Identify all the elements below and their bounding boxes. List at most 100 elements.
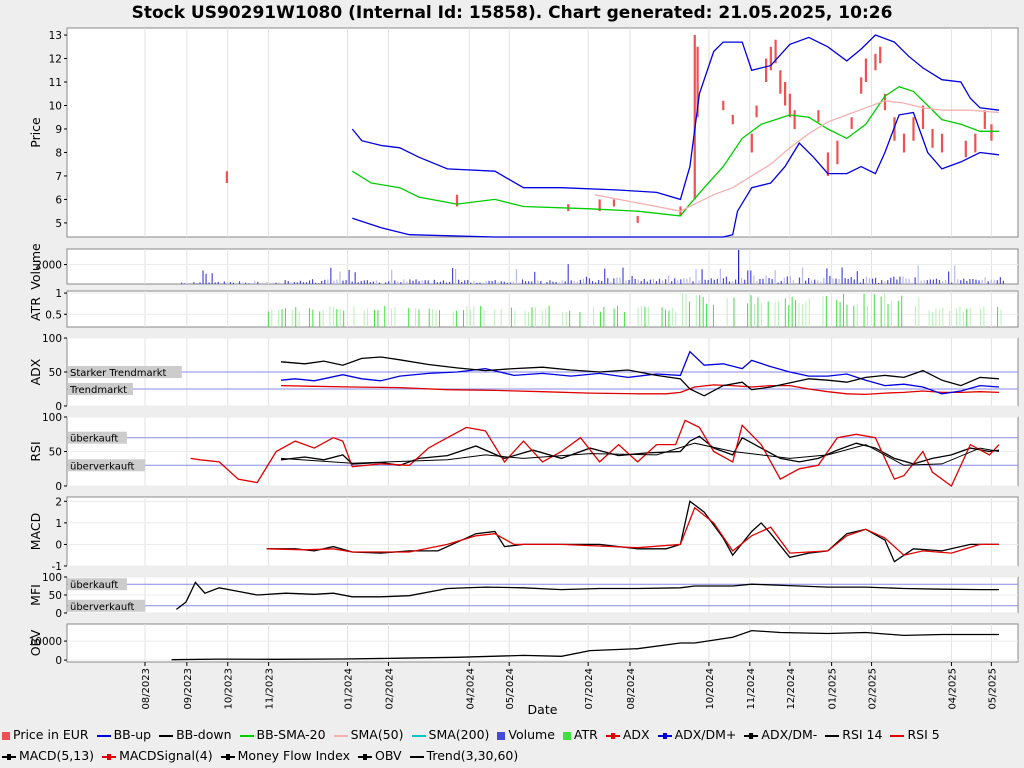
volume-bar <box>658 278 661 284</box>
atr-bar <box>901 295 903 327</box>
volume-bar <box>461 282 463 284</box>
x-tick-label: 04/2024 <box>465 668 476 710</box>
volume-bar <box>430 282 432 284</box>
volume-bar <box>774 270 776 284</box>
legend-item: ATR <box>562 724 598 745</box>
volume-bar <box>281 283 283 284</box>
atr-bar <box>363 310 365 327</box>
volume-bar <box>421 280 423 284</box>
y-tick-label: 50 <box>49 590 62 602</box>
legend-label: OBV <box>374 748 402 763</box>
x-tick-label: 12/2024 <box>786 668 797 710</box>
y-tick-label: 10000 <box>29 636 62 648</box>
price-candle <box>902 133 906 153</box>
x-tick-label: 11/2023 <box>265 668 276 710</box>
volume-bar <box>948 271 950 284</box>
price-candle <box>636 215 639 223</box>
volume-bar <box>588 278 591 284</box>
price-candle <box>864 58 868 83</box>
volume-bar <box>884 281 886 284</box>
atr-bar <box>801 304 803 327</box>
atr-bar <box>271 309 273 327</box>
y-tick-label: 10 <box>49 100 62 112</box>
series-line-bb-sma-20 <box>351 85 999 217</box>
atr-bar <box>466 306 468 327</box>
volume-bar <box>878 282 880 284</box>
volume-bar <box>844 278 846 284</box>
volume-bar <box>902 276 904 284</box>
atr-bar <box>394 307 396 327</box>
legend-label: BB-SMA-20 <box>256 727 326 742</box>
legend-item: RSI 5 <box>890 724 940 745</box>
volume-bar <box>637 279 639 284</box>
price-candle <box>225 171 228 183</box>
price-candle <box>774 39 777 64</box>
atr-bar <box>750 295 752 327</box>
volume-bar <box>245 282 247 284</box>
volume-bar <box>649 279 651 284</box>
volume-bar <box>820 281 822 284</box>
price-candle <box>874 53 877 71</box>
price-candle <box>750 133 753 153</box>
series-line-obv <box>171 629 999 661</box>
volume-bar <box>567 264 569 284</box>
volume-bar <box>625 280 627 284</box>
atr-bar <box>712 304 714 327</box>
price-candle <box>983 110 986 129</box>
volume-bar <box>193 282 195 284</box>
volume-bar <box>491 280 493 284</box>
volume-bar <box>841 267 843 284</box>
atr-bar <box>647 306 649 327</box>
volume-bar <box>619 277 621 284</box>
volume-bar <box>591 281 594 284</box>
price-candle <box>788 93 791 118</box>
legend-swatch <box>239 734 254 737</box>
legend-label: Money Flow Index <box>237 748 350 763</box>
volume-bar <box>792 280 795 284</box>
atr-bar <box>757 297 759 327</box>
atr-bar <box>439 310 441 327</box>
volume-bar <box>488 280 490 284</box>
plot-area-volume <box>66 248 1019 285</box>
atr-bar <box>979 308 981 327</box>
volume-bar <box>184 283 186 284</box>
volume-bar <box>963 278 965 284</box>
atr-bar <box>548 305 550 327</box>
volume-bar <box>686 279 688 284</box>
atr-bar <box>329 306 331 327</box>
legend-item: SMA(50) <box>333 724 404 745</box>
volume-bar <box>753 275 755 284</box>
atr-bar <box>524 311 526 327</box>
legend-label: BB-down <box>176 727 232 742</box>
volume-bar <box>296 282 298 284</box>
atr-bar <box>278 309 280 327</box>
volume-bar <box>585 276 588 284</box>
volume-bar <box>744 279 746 284</box>
y-axis-label-mfi: MFI <box>28 584 43 606</box>
legend-label: RSI 14 <box>842 727 883 742</box>
atr-bar <box>863 293 865 327</box>
atr-bar <box>623 311 625 327</box>
legend-item: BB-down <box>159 724 232 745</box>
atr-bar <box>353 306 355 327</box>
y-tick-label: 100 <box>42 412 62 424</box>
volume-bar <box>229 282 232 284</box>
x-axis-label: Date <box>528 702 558 717</box>
atr-bar <box>483 309 485 327</box>
volume-bar <box>339 271 341 284</box>
volume-bar <box>181 282 183 284</box>
atr-bar <box>932 312 934 327</box>
volume-bar <box>223 281 225 284</box>
volume-bar <box>814 279 816 284</box>
volume-bar <box>786 276 788 284</box>
atr-bar <box>767 301 769 327</box>
legend-swatch <box>411 734 426 737</box>
atr-bar <box>514 311 516 327</box>
legend-swatch <box>409 755 424 758</box>
series-line-adx <box>280 384 1000 396</box>
atr-bar <box>795 300 797 327</box>
volume-bar <box>765 275 767 284</box>
volume-bar <box>850 277 852 284</box>
price-candle <box>779 70 782 94</box>
legend-item: Price in EUR <box>2 724 89 745</box>
